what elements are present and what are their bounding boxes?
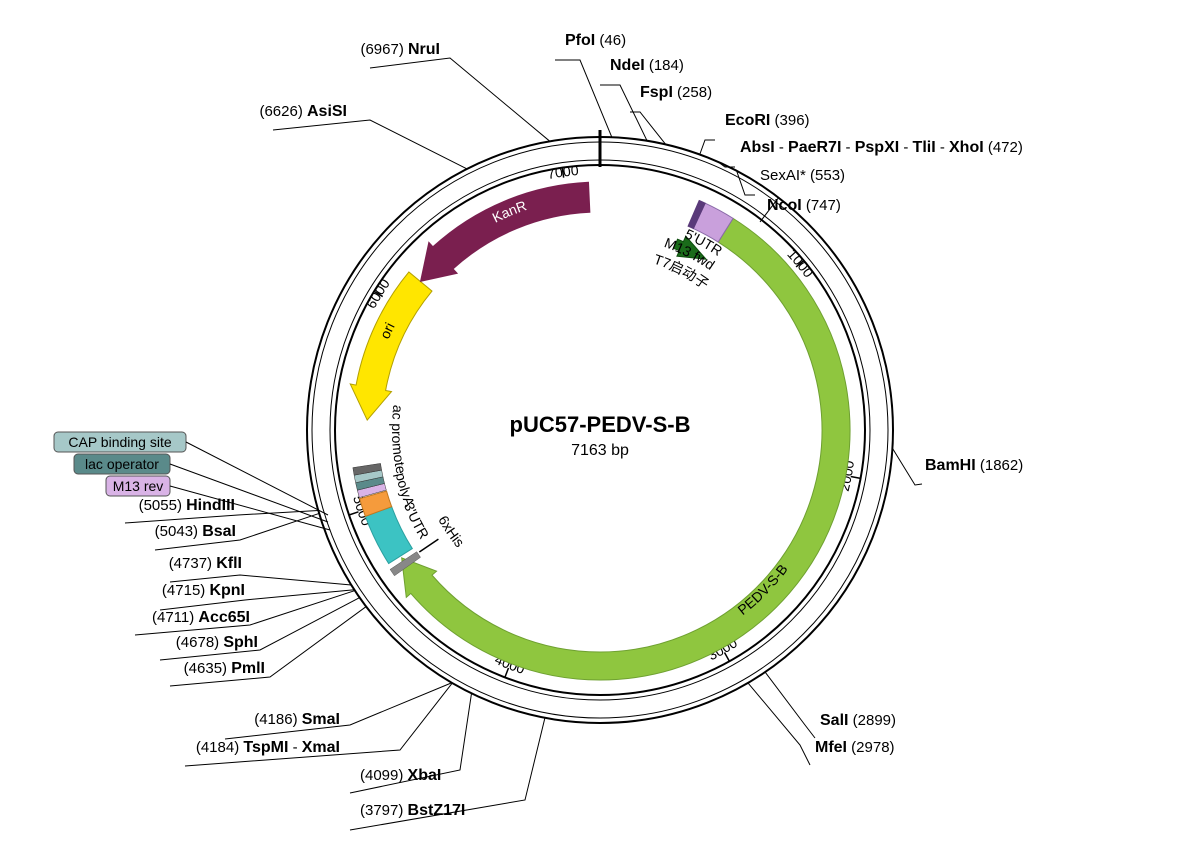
plasmid-size: 7163 bp <box>571 442 629 459</box>
feature-box-label: lac operator <box>85 456 159 472</box>
enzyme-label: MfeI (2978) <box>815 739 895 756</box>
enzyme-label: (6626) AsiSI <box>259 103 347 120</box>
enzyme-label: AbsI - PaeR7I - PspXI - TliI - XhoI (472… <box>740 139 1023 156</box>
enzyme-label: NcoI (747) <box>767 197 841 214</box>
plasmid-name: pUC57-PEDV-S-B <box>510 412 691 437</box>
enzyme-label: (4635) PmlI <box>184 660 265 677</box>
feature-box-label: CAP binding site <box>68 434 171 450</box>
enzyme-label: PfoI (46) <box>565 32 626 49</box>
svg-text:6xHis: 6xHis <box>435 513 467 550</box>
enzyme-label: (4099) XbaI <box>360 767 441 784</box>
enzyme-label: (5043) BsaI <box>155 523 236 540</box>
enzyme-label: NdeI (184) <box>610 57 684 74</box>
feature-box-label: M13 rev <box>113 478 164 494</box>
enzyme-label: (4711) Acc65I <box>152 609 250 626</box>
enzyme-label: (4737) KflI <box>169 555 242 572</box>
enzyme-label: SalI (2899) <box>820 712 896 729</box>
enzyme-label: (4715) KpnI <box>162 582 245 599</box>
enzyme-label: (4186) SmaI <box>254 711 340 728</box>
enzyme-label: BamHI (1862) <box>925 457 1023 474</box>
enzyme-label: (6967) NruI <box>360 41 440 58</box>
enzyme-label: FspI (258) <box>640 84 712 101</box>
kanr-feature <box>421 182 590 281</box>
enzyme-label: (4184) TspMI - XmaI <box>196 739 340 756</box>
enzyme-label: (3797) BstZ17I <box>360 802 465 819</box>
enzyme-label: SexAI* (553) <box>760 167 845 184</box>
ori-feature <box>350 272 432 420</box>
enzyme-label: (4678) SphI <box>176 634 258 651</box>
svg-text:lac promoter: lac promoter <box>0 0 410 475</box>
enzyme-label: EcoRI (396) <box>725 112 810 129</box>
svg-text:polyA: polyA <box>393 471 419 509</box>
